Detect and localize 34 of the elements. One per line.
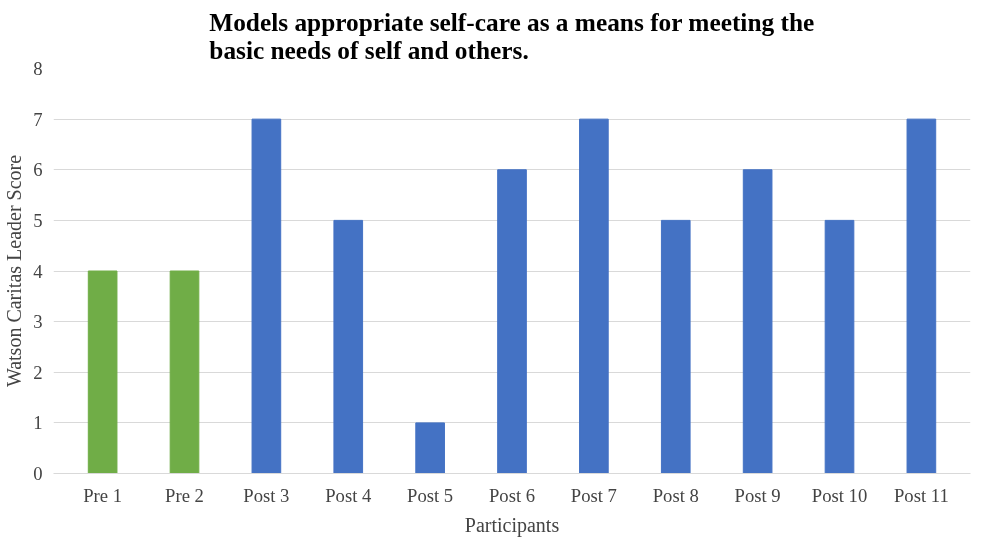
y-axis-title: Watson Caritas Leader Score — [3, 154, 26, 388]
x-tick-label: Post 5 — [407, 484, 454, 506]
x-tick-label: Pre 1 — [83, 484, 123, 506]
x-tick-label: Post 4 — [325, 484, 372, 506]
x-tick-label: Post 11 — [893, 484, 949, 506]
y-tick-label: 8 — [33, 58, 43, 79]
bar — [906, 118, 937, 474]
bar — [169, 270, 200, 474]
y-tick-label: 0 — [33, 463, 43, 484]
x-tick-label: Post 7 — [570, 484, 617, 506]
bar — [415, 422, 445, 474]
bar — [87, 270, 118, 474]
y-tick-label: 4 — [33, 260, 44, 282]
bar — [497, 169, 527, 474]
y-tick-label: 6 — [33, 159, 43, 181]
bar — [742, 169, 773, 474]
y-tick-label: 5 — [33, 209, 43, 231]
bar — [660, 219, 691, 474]
bar — [251, 118, 282, 474]
x-tick-label: Post 10 — [811, 484, 868, 506]
x-tick-label: Pre 2 — [165, 484, 204, 506]
x-tick-label: Post 9 — [734, 484, 781, 506]
x-tick-label: Post 3 — [243, 484, 290, 506]
x-tick-label: Post 8 — [652, 484, 699, 506]
bar — [824, 219, 855, 474]
bar — [579, 118, 609, 474]
y-tick-label: 7 — [33, 108, 43, 130]
y-tick-label: 1 — [33, 412, 43, 434]
x-axis-title: Participants — [464, 513, 560, 537]
y-tick-label: 3 — [33, 311, 43, 333]
chart-title: Models appropriate self-care as a means for meeting the basic needs of self and others. — [209, 7, 815, 64]
bar — [333, 219, 364, 474]
y-tick-label: 2 — [33, 361, 43, 383]
x-tick-label: Post 6 — [488, 484, 536, 506]
